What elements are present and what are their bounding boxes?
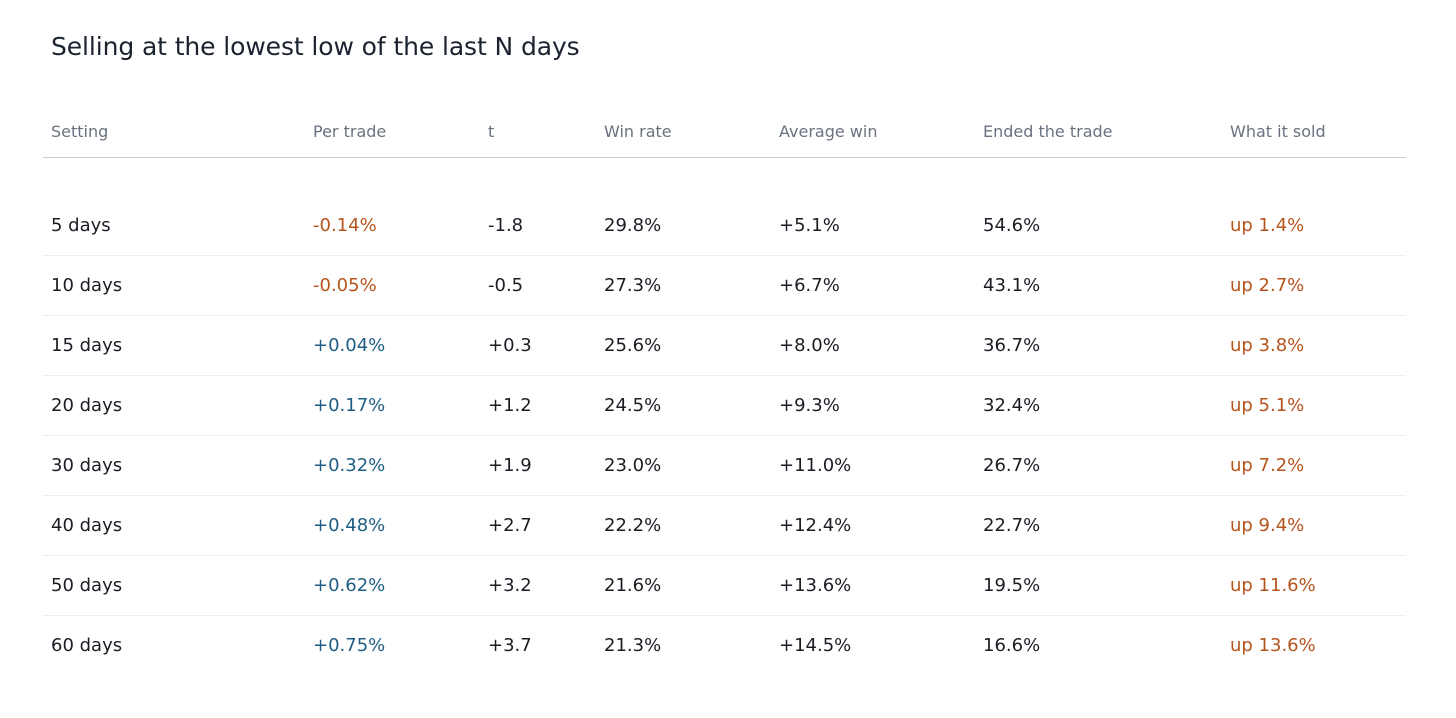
t-stat-cell: +3.2 [488, 575, 532, 596]
t-stat-cell: +2.7 [488, 515, 532, 536]
per-trade-cell: +0.62% [313, 575, 386, 596]
what-it-sold-cell: up 1.4% [1230, 215, 1305, 236]
table-header: Setting Per trade t Win rate Average win… [43, 100, 1406, 158]
table-row: 20 days +0.17% +1.2 24.5% +9.3% 32.4% up 5.1% [43, 376, 1406, 436]
ended-the-trade-cell: 19.5% [983, 575, 1041, 596]
per-trade-cell: +0.32% [313, 455, 386, 476]
setting-cell: 40 days [51, 515, 123, 536]
what-it-sold-cell: up 7.2% [1230, 455, 1305, 476]
ended-the-trade-cell: 16.6% [983, 635, 1041, 656]
per-trade-cell: +0.04% [313, 335, 386, 356]
setting-cell: 50 days [51, 575, 123, 596]
t-stat-cell: -0.5 [488, 275, 524, 296]
setting-cell: 20 days [51, 395, 123, 416]
table-row: 30 days +0.32% +1.9 23.0% +11.0% 26.7% up 7.2% [43, 436, 1406, 496]
ended-the-trade-cell: 32.4% [983, 395, 1041, 416]
setting-cell: 30 days [51, 455, 123, 476]
ended-the-trade-cell: 26.7% [983, 455, 1041, 476]
win-rate-cell: 24.5% [604, 395, 662, 416]
setting-cell: 60 days [51, 635, 123, 656]
table-row: 10 days -0.05% -0.5 27.3% +6.7% 43.1% up 2.7% [43, 256, 1406, 316]
setting-cell: 10 days [51, 275, 123, 296]
header-spacer [43, 158, 1406, 196]
header-setting: Setting [51, 122, 109, 141]
win-rate-cell: 25.6% [604, 335, 662, 356]
header-ended-the-trade: Ended the trade [983, 122, 1113, 141]
win-rate-cell: 21.6% [604, 575, 662, 596]
ended-the-trade-cell: 22.7% [983, 515, 1041, 536]
setting-cell: 5 days [51, 215, 111, 236]
per-trade-cell: +0.48% [313, 515, 386, 536]
win-rate-cell: 27.3% [604, 275, 662, 296]
what-it-sold-cell: up 11.6% [1230, 575, 1316, 596]
what-it-sold-cell: up 13.6% [1230, 635, 1316, 656]
what-it-sold-cell: up 3.8% [1230, 335, 1305, 356]
average-win-cell: +5.1% [779, 215, 840, 236]
table-row: 15 days +0.04% +0.3 25.6% +8.0% 36.7% up 3.8% [43, 316, 1406, 376]
ended-the-trade-cell: 54.6% [983, 215, 1041, 236]
average-win-cell: +14.5% [779, 635, 852, 656]
average-win-cell: +13.6% [779, 575, 852, 596]
average-win-cell: +8.0% [779, 335, 840, 356]
t-stat-cell: -1.8 [488, 215, 524, 236]
t-stat-cell: +1.2 [488, 395, 532, 416]
average-win-cell: +9.3% [779, 395, 840, 416]
average-win-cell: +11.0% [779, 455, 852, 476]
average-win-cell: +6.7% [779, 275, 840, 296]
header-win-rate: Win rate [604, 122, 672, 141]
t-stat-cell: +3.7 [488, 635, 532, 656]
t-stat-cell: +0.3 [488, 335, 532, 356]
per-trade-cell: +0.17% [313, 395, 386, 416]
average-win-cell: +12.4% [779, 515, 852, 536]
what-it-sold-cell: up 9.4% [1230, 515, 1305, 536]
table-body: 5 days -0.14% -1.8 29.8% +5.1% 54.6% up 1.4% 10… [43, 196, 1406, 675]
win-rate-cell: 29.8% [604, 215, 662, 236]
per-trade-cell: -0.05% [313, 275, 377, 296]
ended-the-trade-cell: 36.7% [983, 335, 1041, 356]
win-rate-cell: 21.3% [604, 635, 662, 656]
ended-the-trade-cell: 43.1% [983, 275, 1041, 296]
results-table: Setting Per trade t Win rate Average win… [43, 100, 1406, 675]
table-row: 40 days +0.48% +2.7 22.2% +12.4% 22.7% up 9.4% [43, 496, 1406, 556]
table-row: 50 days +0.62% +3.2 21.6% +13.6% 19.5% up 11.6… [43, 556, 1406, 616]
header-t: t [488, 122, 495, 141]
per-trade-cell: +0.75% [313, 635, 386, 656]
win-rate-cell: 23.0% [604, 455, 662, 476]
header-per-trade: Per trade [313, 122, 387, 141]
what-it-sold-cell: up 2.7% [1230, 275, 1305, 296]
win-rate-cell: 22.2% [604, 515, 662, 536]
table-row: 60 days +0.75% +3.7 21.3% +14.5% 16.6% up 13.6… [43, 616, 1406, 675]
page-title: Selling at the lowest low of the last N … [51, 32, 580, 61]
header-average-win: Average win [779, 122, 878, 141]
per-trade-cell: -0.14% [313, 215, 377, 236]
what-it-sold-cell: up 5.1% [1230, 395, 1305, 416]
header-what-it-sold: What it sold [1230, 122, 1326, 141]
t-stat-cell: +1.9 [488, 455, 532, 476]
setting-cell: 15 days [51, 335, 123, 356]
table-row: 5 days -0.14% -1.8 29.8% +5.1% 54.6% up 1.4% [43, 196, 1406, 256]
